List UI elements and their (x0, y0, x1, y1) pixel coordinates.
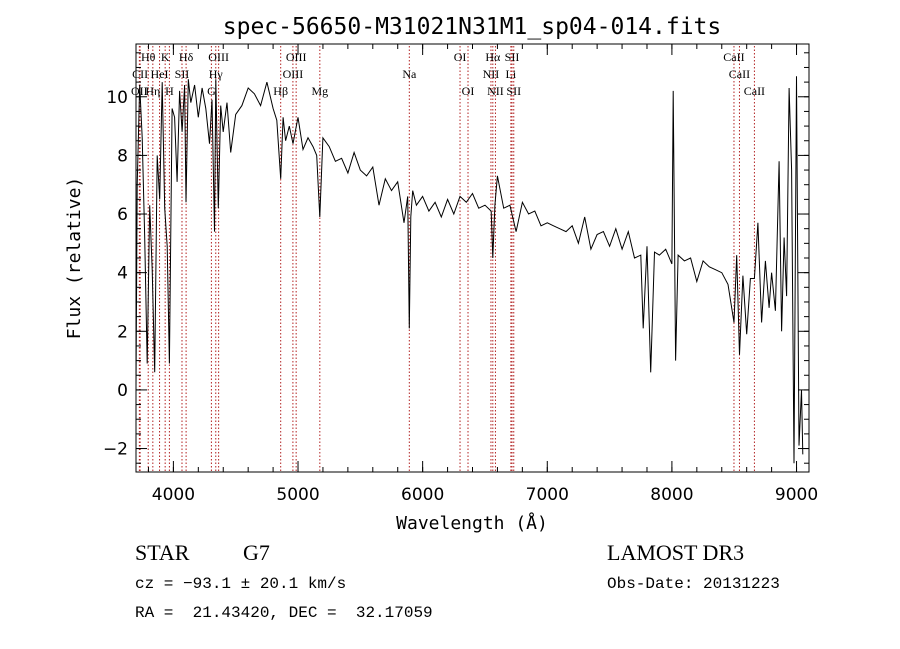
line-id-label: CII (132, 67, 148, 81)
line-id-label: G (207, 84, 216, 98)
coordinates: RA = 21.43420, DEC = 32.17059 (135, 604, 433, 622)
line-id-label: SII (175, 67, 190, 81)
line-id-markers (138, 46, 755, 472)
line-id-label: Hβ (273, 84, 288, 98)
line-id-label: Hδ (179, 50, 194, 64)
line-id-label: Na (402, 67, 417, 81)
y-tick-label: 8 (117, 146, 128, 166)
line-id-label: CaII (744, 84, 765, 98)
spectrum-line (135, 76, 804, 464)
line-id-label: NII (483, 67, 500, 81)
line-id-label: Hη (145, 84, 160, 98)
chart-title: spec-56650-M31021N31M1_sp04-014.fits (223, 14, 722, 40)
line-id-label: Li (506, 67, 517, 81)
object-type: STAR (135, 540, 190, 565)
x-tick-label: 6000 (401, 485, 444, 505)
plot-frame (135, 43, 810, 473)
line-id-label: Hα (485, 50, 501, 64)
line-id-label: OIII (286, 50, 307, 64)
y-axis: −2 0 2 4 6 8 10 (103, 52, 809, 464)
line-id-label: Hθ (141, 50, 156, 64)
observation-date: Obs-Date: 20131223 (607, 575, 780, 593)
line-id-label: Hγ (209, 67, 224, 81)
line-id-label: SII (506, 84, 521, 98)
spectral-subclass: G7 (243, 540, 270, 565)
line-id-label: SII (505, 50, 520, 64)
line-id-label: OI (462, 84, 475, 98)
line-id-label: NII (487, 84, 504, 98)
line-id-label: H (165, 84, 174, 98)
x-tick-label: 9000 (775, 485, 818, 505)
line-id-label: CaII (723, 50, 744, 64)
line-id-label: OI (454, 50, 467, 64)
y-tick-label: 10 (106, 88, 128, 108)
x-tick-label: 4000 (152, 485, 195, 505)
y-tick-label: 4 (117, 264, 128, 284)
x-tick-label: 8000 (650, 485, 693, 505)
x-axis-label: Wavelength (Å) (396, 512, 548, 534)
line-id-label: OIII (283, 67, 304, 81)
line-id-label: CaII (729, 67, 750, 81)
y-tick-label: 2 (117, 322, 128, 342)
y-tick-label: 0 (117, 381, 128, 401)
line-id-label: OIII (208, 50, 229, 64)
x-axis: 4000 5000 6000 7000 8000 9000 (147, 44, 818, 505)
line-id-label: K (161, 50, 170, 64)
x-tick-label: 7000 (526, 485, 569, 505)
y-axis-label: Flux (relative) (64, 177, 85, 340)
redshift-velocity: cz = −93.1 ± 20.1 km/s (135, 575, 347, 593)
survey-name: LAMOST DR3 (607, 540, 745, 565)
y-tick-label: −2 (103, 440, 128, 460)
y-tick-label: 6 (117, 205, 128, 225)
line-id-label: HeI (151, 67, 169, 81)
x-tick-label: 5000 (276, 485, 319, 505)
line-id-label: Mg (311, 84, 328, 98)
